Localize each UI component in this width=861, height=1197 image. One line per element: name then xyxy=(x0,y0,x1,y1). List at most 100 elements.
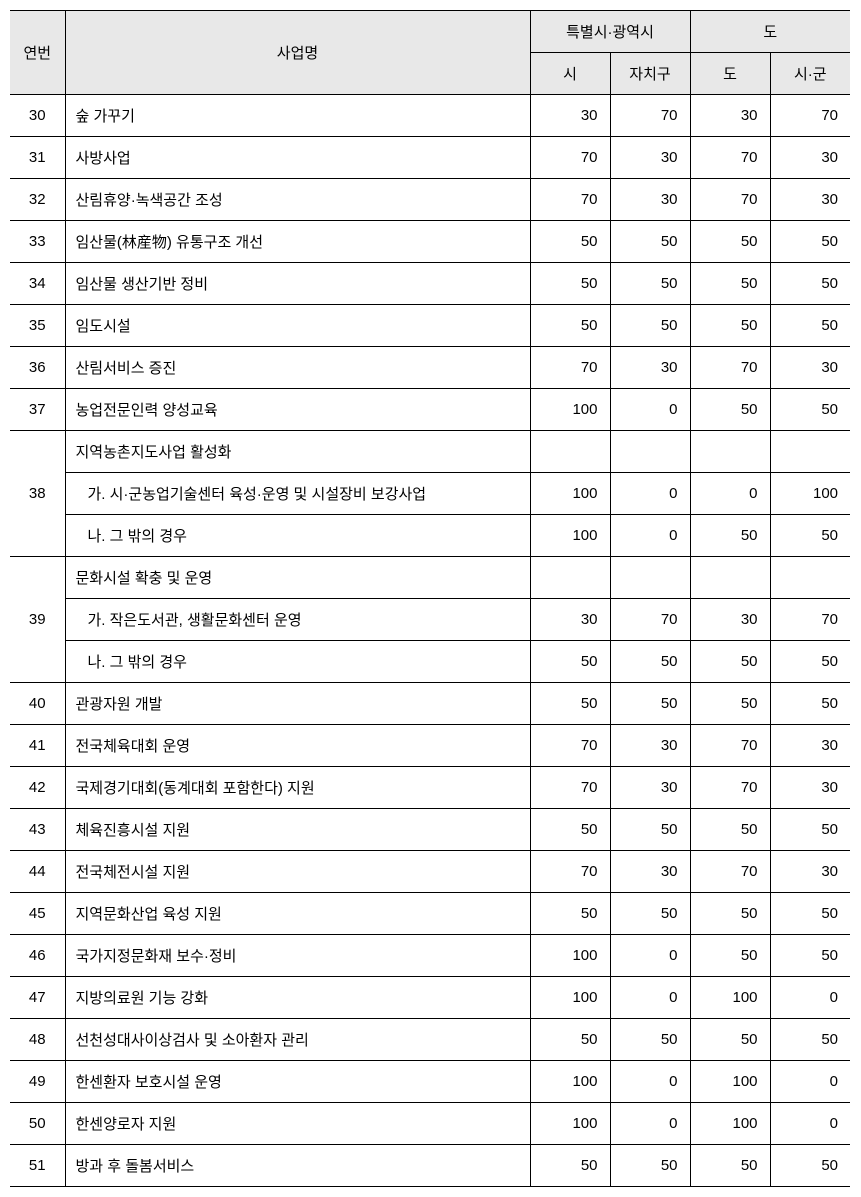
cell-v3: 30 xyxy=(690,599,770,641)
cell-name: 지역문화산업 육성 지원 xyxy=(65,893,530,935)
cell-name: 문화시설 확충 및 운영 xyxy=(65,557,530,599)
cell-v2: 50 xyxy=(610,263,690,305)
header-jachigu: 자치구 xyxy=(610,53,690,95)
header-group1: 특별시·광역시 xyxy=(530,11,690,53)
cell-v2: 50 xyxy=(610,641,690,683)
cell-v4: 30 xyxy=(770,725,850,767)
cell-v2: 0 xyxy=(610,977,690,1019)
cell-v4: 30 xyxy=(770,851,850,893)
cell-v1: 50 xyxy=(530,1019,610,1061)
cell-v3: 0 xyxy=(690,473,770,515)
cell-v1: 50 xyxy=(530,1145,610,1187)
cell-v1: 100 xyxy=(530,515,610,557)
table-row: 43체육진흥시설 지원50505050 xyxy=(10,809,850,851)
cell-name: 나. 그 밖의 경우 xyxy=(65,641,530,683)
cell-num: 46 xyxy=(10,935,65,977)
cell-v2: 50 xyxy=(610,1145,690,1187)
cell-name: 전국체육대회 운영 xyxy=(65,725,530,767)
cell-v3: 50 xyxy=(690,389,770,431)
cell-name: 지역농촌지도사업 활성화 xyxy=(65,431,530,473)
table-row: 30숲 가꾸기30703070 xyxy=(10,95,850,137)
cell-name: 지방의료원 기능 강화 xyxy=(65,977,530,1019)
cell-v4: 50 xyxy=(770,809,850,851)
cell-num: 36 xyxy=(10,347,65,389)
cell-v1: 100 xyxy=(530,935,610,977)
cell-v1: 50 xyxy=(530,893,610,935)
cell-v3: 50 xyxy=(690,263,770,305)
cell-v3: 100 xyxy=(690,977,770,1019)
cell-v3: 70 xyxy=(690,725,770,767)
cell-v1: 50 xyxy=(530,641,610,683)
table-row: 41전국체육대회 운영70307030 xyxy=(10,725,850,767)
cell-v4: 0 xyxy=(770,1061,850,1103)
cell-num: 43 xyxy=(10,809,65,851)
cell-v2: 0 xyxy=(610,935,690,977)
cell-v1: 70 xyxy=(530,179,610,221)
table-row: 46국가지정문화재 보수·정비10005050 xyxy=(10,935,850,977)
cell-v2: 30 xyxy=(610,725,690,767)
cell-v3: 30 xyxy=(690,95,770,137)
cell-v2: 50 xyxy=(610,305,690,347)
cell-name: 임산물 생산기반 정비 xyxy=(65,263,530,305)
cell-v3: 50 xyxy=(690,809,770,851)
cell-v2: 30 xyxy=(610,767,690,809)
cell-name: 가. 시·군농업기술센터 육성·운영 및 시설장비 보강사업 xyxy=(65,473,530,515)
cell-v1 xyxy=(530,431,610,473)
cell-v4: 50 xyxy=(770,263,850,305)
cell-num: 47 xyxy=(10,977,65,1019)
cell-v4: 50 xyxy=(770,515,850,557)
cell-v3: 50 xyxy=(690,935,770,977)
header-do: 도 xyxy=(690,53,770,95)
cell-num: 44 xyxy=(10,851,65,893)
cell-v2 xyxy=(610,431,690,473)
table-row: 32산림휴양·녹색공간 조성70307030 xyxy=(10,179,850,221)
cell-v2: 0 xyxy=(610,515,690,557)
cell-v3: 100 xyxy=(690,1103,770,1145)
cell-v1: 100 xyxy=(530,473,610,515)
cell-v3: 50 xyxy=(690,683,770,725)
cell-num: 30 xyxy=(10,95,65,137)
cell-name: 체육진흥시설 지원 xyxy=(65,809,530,851)
cell-v4: 50 xyxy=(770,389,850,431)
cell-num: 51 xyxy=(10,1145,65,1187)
cell-v3: 50 xyxy=(690,1145,770,1187)
header-name: 사업명 xyxy=(65,11,530,95)
cell-v4: 0 xyxy=(770,977,850,1019)
cell-v2: 30 xyxy=(610,347,690,389)
cell-name: 전국체전시설 지원 xyxy=(65,851,530,893)
cell-name: 농업전문인력 양성교육 xyxy=(65,389,530,431)
cell-name: 임산물(林産物) 유통구조 개선 xyxy=(65,221,530,263)
cell-v1: 70 xyxy=(530,851,610,893)
cell-v2: 50 xyxy=(610,1019,690,1061)
cell-v2: 70 xyxy=(610,599,690,641)
cell-v4: 50 xyxy=(770,221,850,263)
cell-v2 xyxy=(610,557,690,599)
cell-num: 50 xyxy=(10,1103,65,1145)
cell-name: 산림휴양·녹색공간 조성 xyxy=(65,179,530,221)
cell-name: 방과 후 돌봄서비스 xyxy=(65,1145,530,1187)
cell-v4 xyxy=(770,431,850,473)
cell-v4: 50 xyxy=(770,1019,850,1061)
table-row: 33임산물(林産物) 유통구조 개선50505050 xyxy=(10,221,850,263)
cell-v3: 70 xyxy=(690,347,770,389)
cell-num: 32 xyxy=(10,179,65,221)
cell-num: 40 xyxy=(10,683,65,725)
cell-v1: 70 xyxy=(530,767,610,809)
cell-name: 가. 작은도서관, 생활문화센터 운영 xyxy=(65,599,530,641)
cell-v4: 70 xyxy=(770,599,850,641)
cell-num: 49 xyxy=(10,1061,65,1103)
cell-v4: 30 xyxy=(770,179,850,221)
cell-v1: 70 xyxy=(530,725,610,767)
cell-v2: 30 xyxy=(610,851,690,893)
cell-v3: 100 xyxy=(690,1061,770,1103)
table-row: 39문화시설 확충 및 운영 xyxy=(10,557,850,599)
table-row: 31사방사업70307030 xyxy=(10,137,850,179)
cell-v2: 0 xyxy=(610,1103,690,1145)
cell-num: 33 xyxy=(10,221,65,263)
cell-num: 31 xyxy=(10,137,65,179)
cell-v4: 0 xyxy=(770,1103,850,1145)
header-num: 연번 xyxy=(10,11,65,95)
cell-v1: 100 xyxy=(530,1103,610,1145)
cell-v2: 30 xyxy=(610,179,690,221)
table-row: 가. 작은도서관, 생활문화센터 운영30703070 xyxy=(10,599,850,641)
